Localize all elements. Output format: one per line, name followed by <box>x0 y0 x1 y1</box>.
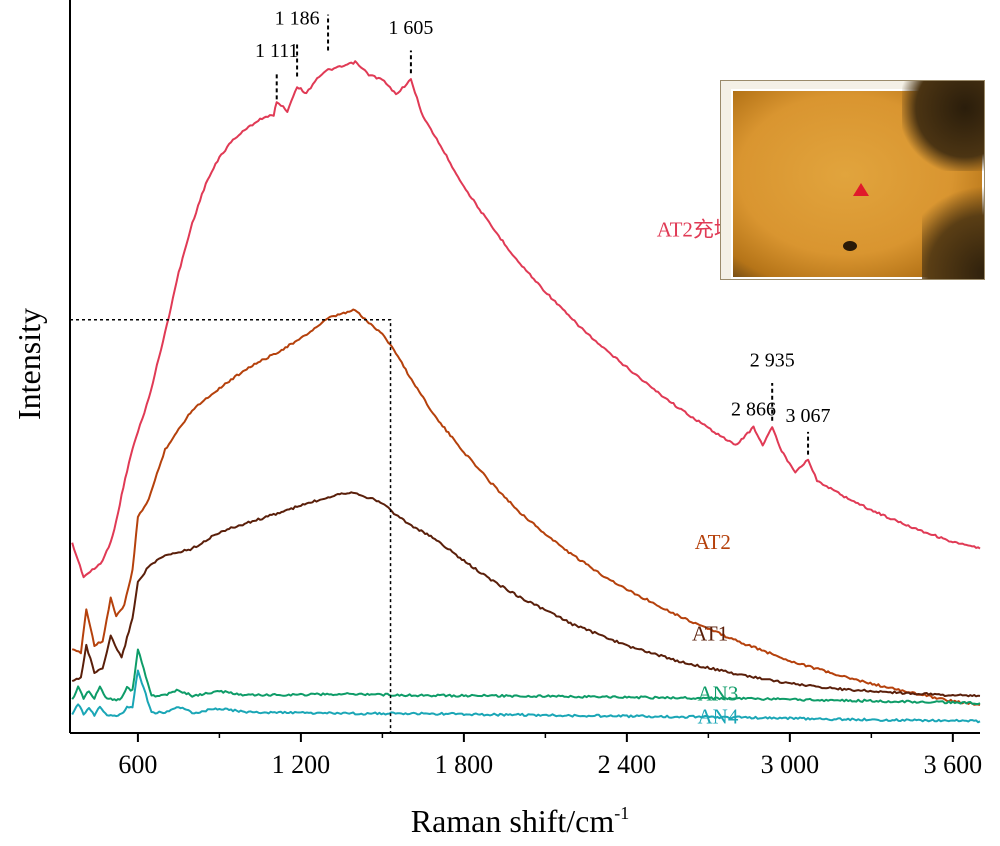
inset-photo <box>733 81 984 279</box>
x-tick-label-1: 1 200 <box>272 750 331 779</box>
inset-inclusion <box>843 241 857 251</box>
x-tick-label-3: 2 400 <box>598 750 657 779</box>
x-tick-label-0: 600 <box>118 750 157 779</box>
y-axis-title: Intensity <box>11 308 47 420</box>
inset-red-triangle-marker <box>853 183 869 196</box>
series-label-3: AN3 <box>697 681 738 705</box>
series-line-2 <box>71 491 981 698</box>
peak-label-1: 1 186 <box>275 7 320 29</box>
x-axis-title-superscript: -1 <box>614 803 629 823</box>
x-tick-label-5: 3 600 <box>924 750 983 779</box>
peak-label-3: 1 605 <box>388 17 433 39</box>
inset-ruler-left <box>721 81 731 279</box>
peak-label-5: 2 935 <box>750 350 795 372</box>
series-line-3 <box>71 648 981 705</box>
series-line-1 <box>71 308 981 706</box>
inset-dark-rim <box>902 81 984 171</box>
peak-annotations: 1 111 1 186 1 300 1 605 2 866 2 935 3 067 <box>255 0 831 455</box>
x-axis-title-text: Raman shift/cm <box>411 803 615 839</box>
axes: 600 1 200 1 800 2 400 3 000 3 600 <box>69 0 983 779</box>
series-line-4 <box>71 669 981 724</box>
peak-label-4: 2 866 <box>731 399 776 421</box>
peak-label-0: 1 111 <box>255 40 299 62</box>
zoom-box <box>70 318 392 733</box>
series-label-2: AT1 <box>692 622 728 646</box>
series-line-0 <box>71 60 981 579</box>
series-label-4: AN4 <box>697 704 738 728</box>
x-tick-label-4: 3 000 <box>761 750 820 779</box>
inset-micrograph <box>720 80 985 280</box>
x-axis-title: Raman shift/cm-1 <box>411 803 630 839</box>
peak-label-6: 3 067 <box>786 405 831 427</box>
peak-label-2: 1 300 <box>306 0 351 3</box>
series-label-1: AT2 <box>695 530 731 554</box>
x-tick-label-2: 1 800 <box>435 750 494 779</box>
inset-ruler-top <box>721 81 984 89</box>
inset-dark-rim-lower <box>922 177 984 279</box>
